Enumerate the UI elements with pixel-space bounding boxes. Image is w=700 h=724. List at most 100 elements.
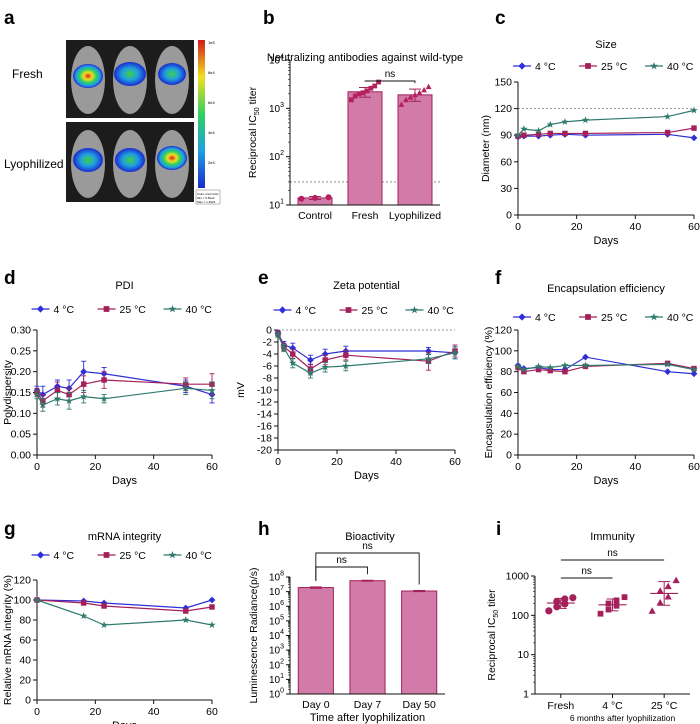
y-tick-exponent: 4 [280, 54, 284, 61]
data-point [605, 600, 612, 607]
y-tick-label: 0 [506, 450, 512, 462]
data-point [691, 125, 697, 131]
panel-c: c Size 4 °C 25 °C 40 °C 0 30 60 90 120 150 0 20 40 60 D… [480, 8, 700, 247]
x-axis-label: Days [593, 475, 619, 487]
x-tick-label: 60 [688, 221, 700, 233]
x-tick-label: 60 [449, 456, 461, 468]
data-point [280, 344, 288, 352]
data-point [514, 362, 522, 370]
data-point [605, 606, 612, 613]
data-point [208, 386, 216, 394]
panel-letter: b [263, 8, 275, 29]
data-point [312, 194, 318, 201]
panel-a: a Fresh Lyophilized 1e5 8e4 6e4 4e4 [4, 8, 221, 205]
data-point [412, 91, 418, 98]
data-point [581, 116, 590, 124]
data-point [562, 368, 568, 375]
data-point [663, 360, 672, 368]
colorbar-tick: 2e4 [208, 160, 215, 165]
data-point [521, 368, 527, 375]
y-tick-label: 1000 [506, 571, 530, 583]
data-point [547, 130, 553, 137]
legend-marker [36, 551, 45, 559]
y-tick-label: 30 [500, 183, 512, 195]
y-tick-base: 10 [269, 631, 281, 642]
bar [297, 587, 334, 695]
bar [349, 580, 386, 695]
data-point [349, 97, 354, 103]
data-point [321, 363, 329, 371]
legend-marker [518, 313, 526, 321]
y-tick-base: 10 [269, 56, 281, 67]
colorbar: 1e5 8e4 6e4 4e4 2e4 Units: p/s/cm²/sr Mi… [195, 40, 221, 205]
y-axis-label-main: Reciprocal IC [486, 617, 498, 680]
y-tick-label: 40 [500, 408, 512, 420]
y-axis-label: Diameter (nm) [480, 115, 492, 182]
x-axis-label: Days [354, 470, 380, 482]
y-axis-label: Relative mRNA integrity (%) [2, 575, 14, 705]
x-tick-label: 25 °C [651, 700, 678, 712]
panel-letter-a: a [4, 8, 15, 29]
data-point [547, 367, 553, 374]
legend-marker [585, 314, 591, 320]
data-point [648, 607, 656, 614]
data-point [690, 134, 698, 142]
y-tick-exponent: 8 [280, 571, 284, 578]
legend-marker [518, 62, 526, 70]
x-tick-label: 40 [148, 461, 160, 473]
y-tick-label: -4 [263, 349, 272, 361]
x-tick-label: 0 [515, 221, 521, 233]
bar [347, 91, 383, 206]
panel-letter: d [4, 268, 16, 289]
panel-g: g mRNA integrity 4 °C 25 °C 40 °C 0 20 40 60 80 10… [2, 519, 218, 724]
data-point [613, 602, 620, 609]
y-tick-label: 103 [269, 644, 284, 657]
data-point [321, 350, 329, 358]
x-tick-label: Day 50 [403, 699, 436, 711]
bar [401, 590, 438, 695]
data-point [364, 88, 370, 94]
data-point [342, 362, 350, 370]
chart-title: Bioactivity [345, 531, 395, 543]
colorbar-tick: 1e5 [208, 40, 215, 45]
legend-label: 40 °C [186, 304, 213, 316]
y-tick-label: 20 [500, 429, 512, 441]
x-tick-label: 60 [688, 461, 700, 473]
y-tick-base: 10 [269, 660, 281, 671]
data-point [582, 353, 589, 361]
data-point [562, 130, 568, 137]
data-point [690, 370, 698, 378]
y-tick-base: 10 [269, 152, 281, 163]
data-point [182, 616, 190, 624]
y-tick-label: 120 [13, 575, 31, 587]
data-point [664, 592, 672, 600]
x-tick-label: Day 0 [302, 699, 330, 711]
x-axis-label: Days [112, 720, 138, 724]
y-tick-label: 80 [500, 366, 512, 378]
chart-title: Size [595, 39, 616, 51]
chart-title: Immunity [590, 531, 635, 543]
chart-title: Encapsulation efficiency [547, 283, 665, 295]
y-tick-exponent: 2 [280, 150, 284, 157]
y-tick-label: 0.20 [11, 366, 32, 378]
chart-title: PDI [115, 280, 133, 292]
x-tick-label: 20 [89, 461, 101, 473]
y-tick-label: 120 [494, 325, 512, 337]
data-point [360, 90, 366, 96]
y-tick-exponent: 1 [280, 199, 284, 206]
legend-marker [103, 552, 110, 558]
data-point [322, 357, 328, 363]
data-point [690, 106, 698, 114]
y-tick-label: 80 [19, 615, 31, 627]
y-tick-label: 101 [269, 673, 284, 686]
legend-label: 4 °C [535, 312, 556, 324]
data-point [581, 361, 590, 369]
data-point [80, 368, 88, 376]
data-point [79, 612, 88, 620]
data-point [101, 377, 107, 383]
data-point [520, 365, 528, 373]
imaging-fresh [66, 40, 194, 118]
y-tick-exponent: 0 [280, 688, 284, 695]
data-point [621, 594, 628, 601]
